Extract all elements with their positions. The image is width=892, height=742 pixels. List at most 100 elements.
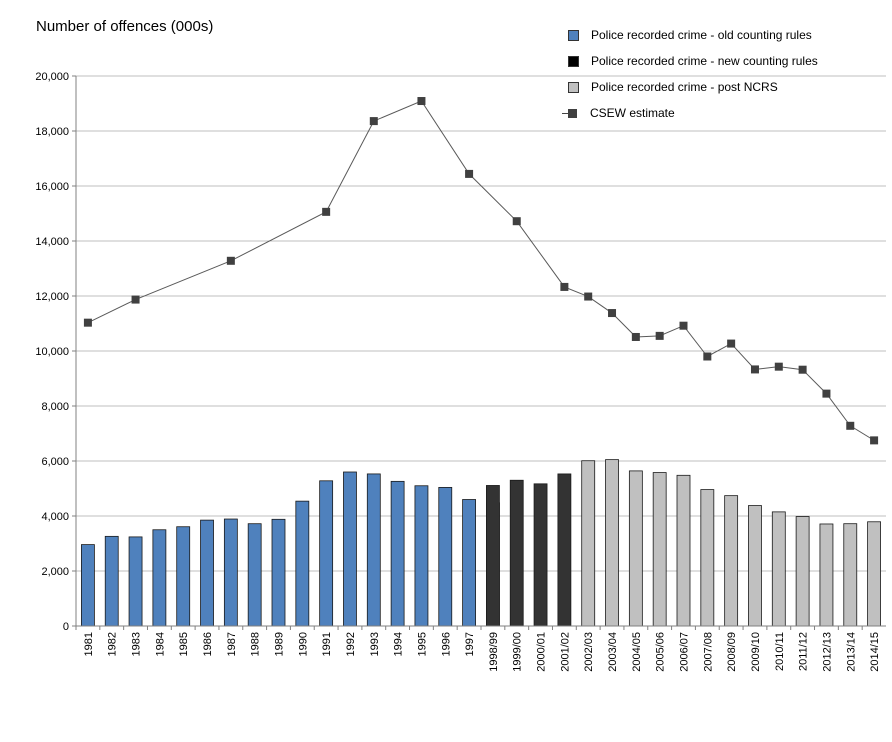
legend-marker-csew <box>562 108 584 119</box>
x-tick-label: 1991 <box>321 632 333 656</box>
bar <box>271 518 286 627</box>
bar <box>81 544 95 627</box>
legend-label-new: Police recorded crime - new counting rul… <box>591 54 818 68</box>
x-tick-label: 1993 <box>369 632 381 656</box>
x-tick-label: 1999/00 <box>512 632 524 672</box>
bar <box>223 518 238 627</box>
bar <box>438 486 453 627</box>
bar <box>867 521 881 627</box>
bar <box>700 489 715 627</box>
csew-point <box>83 318 92 327</box>
y-tick-label: 12,000 <box>35 291 69 303</box>
csew-point <box>322 207 331 216</box>
bar <box>200 519 214 627</box>
bar <box>462 499 476 627</box>
y-tick-labels: 0 2,000 4,000 6,000 8,000 10,000 12,000 14,000 1… <box>35 71 76 633</box>
csew-point <box>774 362 783 371</box>
csew-point <box>369 117 378 126</box>
x-tick-label: 2003/04 <box>607 632 619 672</box>
legend-item-post-ncrs: Police recorded crime - post NCRS <box>562 74 818 100</box>
x-tick-label: 2011/12 <box>798 632 810 671</box>
y-tick-label: 4,000 <box>41 511 69 523</box>
x-tick-label: 1992 <box>345 632 357 656</box>
x-tick-label: 2014/15 <box>869 632 881 672</box>
bar <box>390 480 405 627</box>
gridlines <box>76 75 886 572</box>
csew-point <box>584 292 593 301</box>
csew-point <box>703 352 712 361</box>
bar <box>557 473 572 627</box>
y-axis-title: Number of offences (000s) <box>36 18 214 35</box>
y-tick-label: 2,000 <box>41 566 69 578</box>
csew-point <box>798 365 807 374</box>
x-tick-label: 1989 <box>274 632 286 656</box>
legend-item-new-counting-rules: Police recorded crime - new counting rul… <box>562 48 818 74</box>
x-tick-label: 1981 <box>83 632 95 656</box>
y-tick-label: 20,000 <box>35 71 69 83</box>
bar <box>724 495 739 627</box>
x-tick-label: 2002/03 <box>583 632 595 672</box>
csew-point <box>465 169 474 178</box>
x-tick-label: 1996 <box>440 632 452 656</box>
bar <box>319 480 334 627</box>
csew-point <box>679 321 688 330</box>
y-tick-label: 16,000 <box>35 181 69 193</box>
bar <box>247 523 262 627</box>
bar <box>795 516 810 627</box>
bar <box>104 535 119 627</box>
bar <box>366 473 381 627</box>
x-tick-label: 2000/01 <box>536 632 548 672</box>
csew-point <box>131 295 140 304</box>
bar <box>414 485 429 627</box>
bar <box>295 500 310 627</box>
csew-point <box>417 97 426 106</box>
x-tick-label: 2009/10 <box>750 632 762 672</box>
x-tick-label: 2004/05 <box>631 632 643 672</box>
bar <box>748 505 762 627</box>
bar <box>676 474 691 627</box>
legend-swatch-old <box>568 29 579 41</box>
x-tick-label: 1994 <box>393 632 405 656</box>
csew-point <box>846 421 855 430</box>
x-tick-label: 1997 <box>464 632 476 656</box>
bar <box>628 470 643 627</box>
legend-swatch-post-ncrs <box>568 81 579 93</box>
bar <box>771 511 786 627</box>
legend-swatch-new <box>568 55 579 67</box>
bar <box>605 459 619 627</box>
bar <box>652 472 667 627</box>
bar <box>843 523 858 627</box>
x-tick-label: 1986 <box>202 632 214 656</box>
x-tick-label: 1995 <box>416 632 428 656</box>
bar <box>581 460 596 627</box>
csew-point <box>631 332 640 341</box>
legend-label-old: Police recorded crime - old counting rul… <box>591 28 812 42</box>
legend-item-csew: CSEW estimate <box>562 100 818 126</box>
legend-item-old-counting-rules: Police recorded crime - old counting rul… <box>562 22 818 48</box>
bar <box>819 523 834 627</box>
x-tick-label: 1984 <box>154 632 166 656</box>
x-tick-label: 2012/13 <box>821 632 833 672</box>
x-tick-label: 1988 <box>250 632 262 656</box>
bar <box>176 526 191 627</box>
y-tick-label: 8,000 <box>41 401 69 413</box>
x-tick-label: 2006/07 <box>679 632 691 672</box>
bar <box>152 529 167 627</box>
x-tick-label: 1990 <box>297 632 309 656</box>
bar <box>128 536 143 627</box>
bar <box>509 479 524 627</box>
x-tick-label: 2008/09 <box>726 632 738 672</box>
csew-point <box>727 339 736 348</box>
csew-point <box>608 309 617 318</box>
bar <box>343 471 357 627</box>
csew-point <box>655 331 664 340</box>
legend: Police recorded crime - old counting rul… <box>562 22 818 126</box>
csew-point <box>560 282 569 291</box>
csew-point <box>226 256 235 265</box>
bar <box>533 483 548 627</box>
x-tick-label: 2007/08 <box>702 632 714 672</box>
x-tick-label: 1982 <box>107 632 119 656</box>
bars <box>81 459 881 627</box>
csew-point <box>512 217 521 226</box>
